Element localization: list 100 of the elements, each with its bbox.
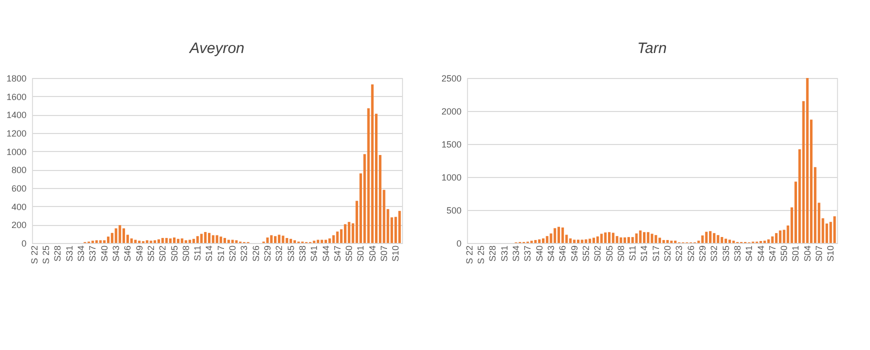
x-tick-label: S50 [779,246,790,262]
bar [192,238,195,243]
bar [200,234,203,243]
bar [188,240,192,243]
bar [701,235,704,243]
y-tick-label: 1200 [6,128,26,138]
bar [227,240,230,243]
x-tick-label: S40 [99,246,110,262]
bar [324,240,328,243]
bar [320,240,324,243]
x-tick-label: S34 [511,246,522,262]
x-tick-label: S20 [662,246,673,262]
x-tick-label: S43 [111,246,122,262]
bar [642,232,646,243]
y-tick-label: 600 [11,184,26,194]
bar [220,236,222,243]
x-tick-label: S40 [534,246,544,262]
x-tick-label: S08 [180,246,191,262]
y-tick-label: 2500 [441,74,462,84]
bar [806,78,809,243]
bar [833,216,836,243]
bar [654,235,658,243]
x-tick-label: S04 [802,246,812,262]
bar [573,240,576,243]
bar [196,236,199,243]
x-tick-label: S41 [744,246,754,262]
x-tick-label: S29 [262,246,272,262]
y-tick-label: 1000 [6,146,26,157]
bar [712,233,716,243]
x-tick-label: S26 [686,246,696,262]
x-tick-label: S41 [309,246,320,262]
x-tick-label: S35 [286,246,296,262]
bar [767,239,770,243]
x-tick-label: S 22 [464,246,474,264]
bar [558,226,560,243]
x-tick-label: S52 [146,246,156,262]
x-tick-label: S14 [639,246,650,262]
bar [612,232,614,243]
bar [398,210,401,243]
bar [328,238,331,243]
bar [584,239,588,243]
chart-title: Aveyron [188,40,244,57]
x-tick-label: S31 [64,246,74,262]
bar [130,238,133,243]
x-tick-label: S14 [204,246,214,262]
bar [316,240,320,243]
bar [604,232,607,243]
bar [134,240,137,243]
x-tick-label: S47 [767,246,778,262]
x-tick-label: S17 [216,246,226,262]
x-tick-label: S28 [488,246,498,262]
bar [282,236,284,243]
bar [371,84,374,243]
bar [161,238,164,243]
bar [580,240,584,243]
bar [771,236,774,243]
x-tick-label: S11 [192,246,203,261]
bar [165,238,168,243]
bar [180,238,184,243]
bar [576,240,580,243]
bar [709,231,712,243]
bar [286,238,288,243]
x-tick-label: S01 [790,246,801,262]
bar [631,237,634,243]
x-tick-label: S 25 [41,246,52,264]
x-tick-label: S46 [558,246,568,262]
x-tick-label: S10 [390,246,401,262]
bar [662,240,665,243]
chart-title: Tarn [637,40,667,57]
bar [650,234,654,243]
x-tick-label: S49 [134,246,144,262]
bar [270,235,273,243]
x-tick-label: S50 [344,246,354,262]
bar [336,232,339,243]
bar [534,240,537,243]
x-tick-label: S01 [356,246,366,262]
x-tick-label: S05 [169,246,180,262]
bar [224,238,226,243]
bar [627,237,630,243]
bar [216,235,218,243]
bar [639,230,642,243]
x-tick-label: S26 [250,246,261,262]
bar [538,239,541,243]
x-tick-label: S04 [367,246,378,262]
bar [778,230,782,243]
bar [106,236,110,243]
y-tick-label: 1000 [441,172,462,182]
y-tick-label: 2000 [441,106,462,116]
bar [157,239,160,243]
x-tick-label: S05 [604,246,614,262]
bar [561,227,564,243]
bar [666,240,669,243]
x-tick-label: S44 [756,246,766,262]
bar [110,232,114,243]
x-tick-label: S38 [732,246,742,262]
x-tick-label: S37 [522,246,533,262]
bar [624,237,626,243]
bar [782,230,786,243]
x-tick-label: S02 [592,246,603,262]
bar [616,236,618,243]
